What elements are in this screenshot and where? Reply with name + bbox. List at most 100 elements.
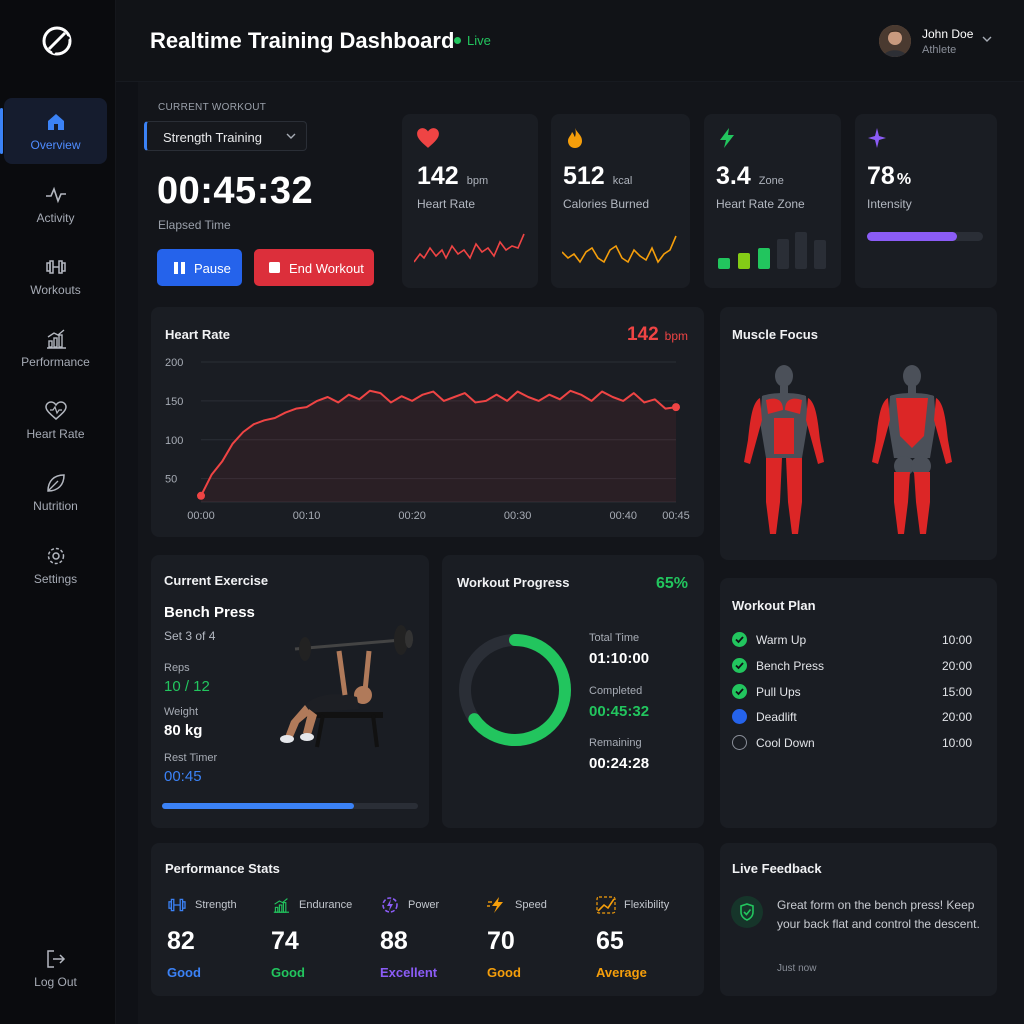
stop-icon bbox=[269, 262, 280, 273]
flame-icon bbox=[568, 128, 582, 148]
sparkle-icon bbox=[868, 128, 886, 148]
completed-label: Completed bbox=[589, 685, 643, 697]
intensity-track bbox=[867, 232, 983, 241]
perf-speed[interactable]: Speed 70 Good bbox=[487, 895, 587, 985]
avatar[interactable] bbox=[879, 25, 911, 57]
chevron-down-icon bbox=[286, 133, 296, 139]
sidebar-item-label: Activity bbox=[36, 211, 75, 225]
total-time-value: 01:10:00 bbox=[589, 650, 650, 667]
plan-item-name: Deadlift bbox=[756, 710, 797, 724]
reps-value: 10 / 12 bbox=[164, 678, 210, 695]
workout-plan-card: Workout Plan bbox=[720, 578, 997, 828]
stat-label: Heart Rate bbox=[417, 197, 476, 211]
end-workout-button[interactable]: End Workout bbox=[254, 249, 374, 286]
progress-ring bbox=[459, 634, 571, 746]
exercise-progress-track bbox=[162, 803, 418, 809]
heart-rate-chart-card: Heart Rate 142 bpm 50 100 150 200 00:00 00:10 0… bbox=[151, 307, 704, 537]
plan-item-deadlift[interactable]: Deadlift 20:00 bbox=[732, 709, 972, 727]
perf-grade: Average bbox=[596, 965, 647, 980]
stat-label: Intensity bbox=[867, 197, 912, 211]
plan-item-name: Warm Up bbox=[756, 633, 807, 647]
power-icon bbox=[382, 897, 398, 913]
pause-button[interactable]: Pause bbox=[157, 249, 242, 286]
user-name: John Doe bbox=[922, 27, 974, 41]
heart-rate-line bbox=[200, 389, 677, 497]
muscle-focus-title: Muscle Focus bbox=[732, 327, 818, 342]
chart-title: Heart Rate bbox=[165, 327, 231, 342]
reps-label: Reps bbox=[164, 662, 190, 674]
page-title: Realtime Training Dashboard bbox=[150, 28, 455, 53]
muscle-focus-card: Muscle Focus bbox=[720, 307, 997, 560]
completed-value: 00:45:32 bbox=[589, 703, 650, 720]
perf-endurance[interactable]: Endurance 74 Good bbox=[271, 895, 371, 985]
workout-select-value: Strength Training bbox=[163, 130, 263, 145]
dumbbell-icon bbox=[45, 260, 66, 274]
zone-bar-2 bbox=[738, 253, 750, 269]
intensity-stat-card[interactable]: 78% Intensity bbox=[855, 114, 997, 288]
perf-value: 74 bbox=[271, 927, 299, 955]
chevron-down-icon[interactable] bbox=[982, 35, 992, 43]
pending-step-icon bbox=[732, 735, 747, 750]
heart-rate-zone-stat-card[interactable]: 3.4 Zone Heart Rate Zone bbox=[704, 114, 841, 288]
workout-progress-percent: 65% bbox=[655, 575, 688, 592]
gear-icon bbox=[47, 547, 64, 565]
elapsed-time-label: Elapsed Time bbox=[158, 218, 231, 232]
plan-item-warm-up[interactable]: Warm Up 10:00 bbox=[732, 632, 972, 650]
feedback-time: Just now bbox=[777, 963, 817, 974]
sidebar-item-label: Nutrition bbox=[33, 499, 78, 513]
plan-item-bench-press[interactable]: Bench Press 20:00 bbox=[732, 658, 972, 676]
logout-button[interactable]: Log Out bbox=[4, 935, 107, 1001]
flex-icon bbox=[596, 896, 616, 914]
sidebar-item-nutrition[interactable]: Nutrition bbox=[4, 459, 107, 525]
sidebar-item-activity[interactable]: Activity bbox=[4, 171, 107, 237]
perf-value: 70 bbox=[487, 927, 515, 955]
x-tick-label: 00:40 bbox=[609, 510, 637, 522]
workout-select[interactable]: Strength Training bbox=[144, 121, 307, 151]
current-step-icon bbox=[732, 709, 747, 724]
remaining-value: 00:24:28 bbox=[589, 755, 650, 772]
heart-rate-point bbox=[672, 403, 680, 412]
perf-value: 88 bbox=[380, 927, 408, 955]
leaf-icon bbox=[46, 474, 65, 492]
sidebar-item-settings[interactable]: Settings bbox=[4, 532, 107, 598]
sidebar-item-workouts[interactable]: Workouts bbox=[4, 243, 107, 309]
pause-icon bbox=[174, 262, 185, 274]
calories-stat-card[interactable]: 512 kcal Calories Burned bbox=[551, 114, 690, 288]
x-tick-label: 00:10 bbox=[293, 510, 321, 522]
check-icon bbox=[732, 632, 747, 647]
app-logo[interactable] bbox=[40, 24, 74, 58]
perf-flexibility[interactable]: Flexibility 65 Average bbox=[596, 895, 696, 985]
sidebar-item-performance[interactable]: Performance bbox=[4, 315, 107, 381]
perf-strength[interactable]: Strength 82 Good bbox=[167, 895, 267, 985]
heart-rate-sparkline bbox=[414, 233, 525, 263]
current-heart-rate: 142 bpm bbox=[626, 324, 688, 345]
pause-label: Pause bbox=[194, 261, 231, 276]
logout-icon bbox=[46, 950, 65, 968]
speed-icon bbox=[487, 897, 503, 913]
exercise-name: Bench Press bbox=[164, 604, 255, 621]
sidebar-item-label: Overview bbox=[30, 138, 81, 152]
intensity-fill bbox=[867, 232, 958, 241]
check-icon bbox=[732, 684, 747, 699]
plan-item-time: 10:00 bbox=[941, 633, 972, 647]
live-feedback-title: Live Feedback bbox=[732, 861, 822, 876]
check-icon bbox=[732, 658, 747, 673]
plan-item-time: 20:00 bbox=[941, 659, 972, 673]
pulse-icon bbox=[45, 186, 66, 204]
stat-label: Calories Burned bbox=[563, 197, 650, 211]
sidebar-item-overview[interactable]: Overview bbox=[0, 98, 107, 164]
heart-rate-stat-card[interactable]: 142 bpm Heart Rate bbox=[402, 114, 538, 288]
sidebar-item-heart-rate[interactable]: Heart Rate bbox=[4, 387, 107, 453]
zone-bar-3 bbox=[758, 248, 770, 269]
stat-value: 78% bbox=[867, 162, 912, 190]
feedback-message: Great form on the bench press! Keep your… bbox=[777, 898, 980, 931]
sidebar-item-label: Settings bbox=[33, 572, 78, 586]
perf-value: 65 bbox=[596, 927, 624, 955]
heart-rate-chart: 50 100 150 200 00:00 00:10 00:20 00:30 00:40 00:4… bbox=[165, 357, 690, 522]
live-status-dot bbox=[454, 37, 461, 44]
perf-power[interactable]: Power 88 Excellent bbox=[380, 895, 480, 985]
plan-item-cool-down[interactable]: Cool Down 10:00 bbox=[732, 735, 972, 753]
rest-timer-label: Rest Timer bbox=[164, 752, 218, 764]
plan-item-pull-ups[interactable]: Pull Ups 15:00 bbox=[732, 684, 972, 702]
x-tick-label: 00:45 bbox=[662, 510, 690, 522]
